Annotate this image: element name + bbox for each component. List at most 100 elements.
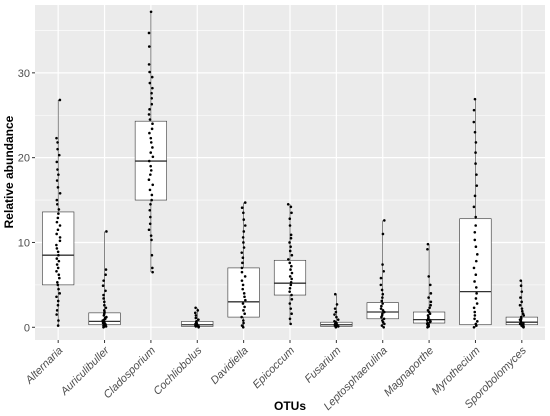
data-point (105, 315, 108, 319)
data-point (104, 289, 107, 293)
data-point (472, 325, 476, 329)
data-point (56, 250, 60, 254)
data-point (288, 290, 291, 293)
data-point (242, 292, 246, 295)
data-point (56, 283, 60, 287)
data-point (426, 314, 430, 317)
data-point (519, 284, 523, 288)
data-point (58, 224, 62, 227)
data-point (475, 302, 479, 305)
data-point (289, 245, 292, 249)
data-point (56, 141, 59, 144)
data-point (241, 256, 245, 260)
data-point (288, 217, 292, 221)
data-point (474, 151, 477, 154)
data-point (242, 309, 245, 312)
data-point (149, 136, 153, 140)
x-tick-label: Fusarium (303, 345, 344, 386)
data-point (56, 186, 60, 189)
data-point (240, 324, 244, 327)
data-point (147, 45, 151, 48)
data-point (426, 309, 430, 312)
data-point (472, 266, 476, 270)
data-point (57, 259, 61, 263)
x-tick-label: Davidiella (209, 345, 251, 387)
data-point (103, 303, 106, 307)
data-point (474, 286, 478, 289)
data-point (241, 261, 244, 265)
data-point (147, 178, 151, 182)
data-point (474, 245, 478, 249)
data-point (150, 193, 154, 197)
data-point (103, 300, 106, 304)
data-point (55, 243, 58, 247)
data-point (429, 303, 432, 307)
data-point (381, 232, 385, 236)
data-point (473, 314, 477, 317)
data-point (149, 173, 152, 176)
data-point (290, 293, 293, 297)
data-point (243, 201, 247, 204)
data-point (335, 315, 338, 319)
data-point (522, 321, 525, 325)
y-tick-label: 20 (18, 153, 30, 165)
data-point (427, 275, 431, 278)
data-point (381, 296, 384, 299)
data-point (55, 263, 59, 266)
data-point (55, 232, 58, 236)
data-point (56, 324, 60, 327)
data-point (519, 279, 523, 282)
data-point (57, 153, 61, 157)
data-point (150, 96, 153, 100)
data-point (288, 249, 292, 253)
data-point (520, 307, 524, 310)
data-point (473, 97, 477, 101)
data-point (289, 283, 293, 287)
y-axis-title: Relative abundance (2, 115, 16, 228)
data-point (472, 108, 476, 112)
data-point (474, 224, 477, 227)
data-point (102, 279, 105, 282)
data-point (149, 141, 153, 144)
data-point (288, 241, 291, 244)
data-point (381, 309, 385, 312)
x-tick-label: Magnaporthe (382, 345, 436, 399)
data-point (242, 321, 245, 325)
data-point (381, 302, 384, 305)
data-point (333, 320, 336, 323)
data-point (58, 191, 62, 195)
data-point (288, 261, 292, 265)
data-point (428, 306, 431, 310)
data-point (475, 173, 478, 176)
y-axis-ticks: 0 10 20 30 (18, 68, 35, 334)
data-point (289, 307, 293, 310)
data-point (150, 91, 153, 95)
data-point (380, 324, 384, 327)
data-point (520, 309, 524, 313)
data-point (241, 302, 245, 305)
data-point (149, 10, 153, 14)
data-point (55, 160, 59, 164)
data-point (473, 310, 477, 314)
data-point (194, 306, 197, 310)
data-point (472, 306, 476, 310)
data-point (148, 108, 151, 111)
data-point (55, 309, 59, 312)
jitter-points (55, 10, 526, 329)
data-point (289, 268, 292, 271)
data-point (151, 266, 154, 270)
data-point (474, 322, 478, 326)
data-point (242, 230, 246, 233)
data-point (286, 203, 290, 206)
data-point (55, 179, 59, 182)
data-point (289, 233, 293, 237)
data-point (472, 205, 476, 209)
data-point (58, 239, 62, 243)
data-point (290, 312, 293, 316)
data-point (58, 292, 61, 295)
data-point (473, 194, 477, 198)
data-point (147, 113, 151, 116)
data-point (429, 300, 433, 304)
data-point (426, 321, 429, 325)
data-point (57, 212, 60, 215)
